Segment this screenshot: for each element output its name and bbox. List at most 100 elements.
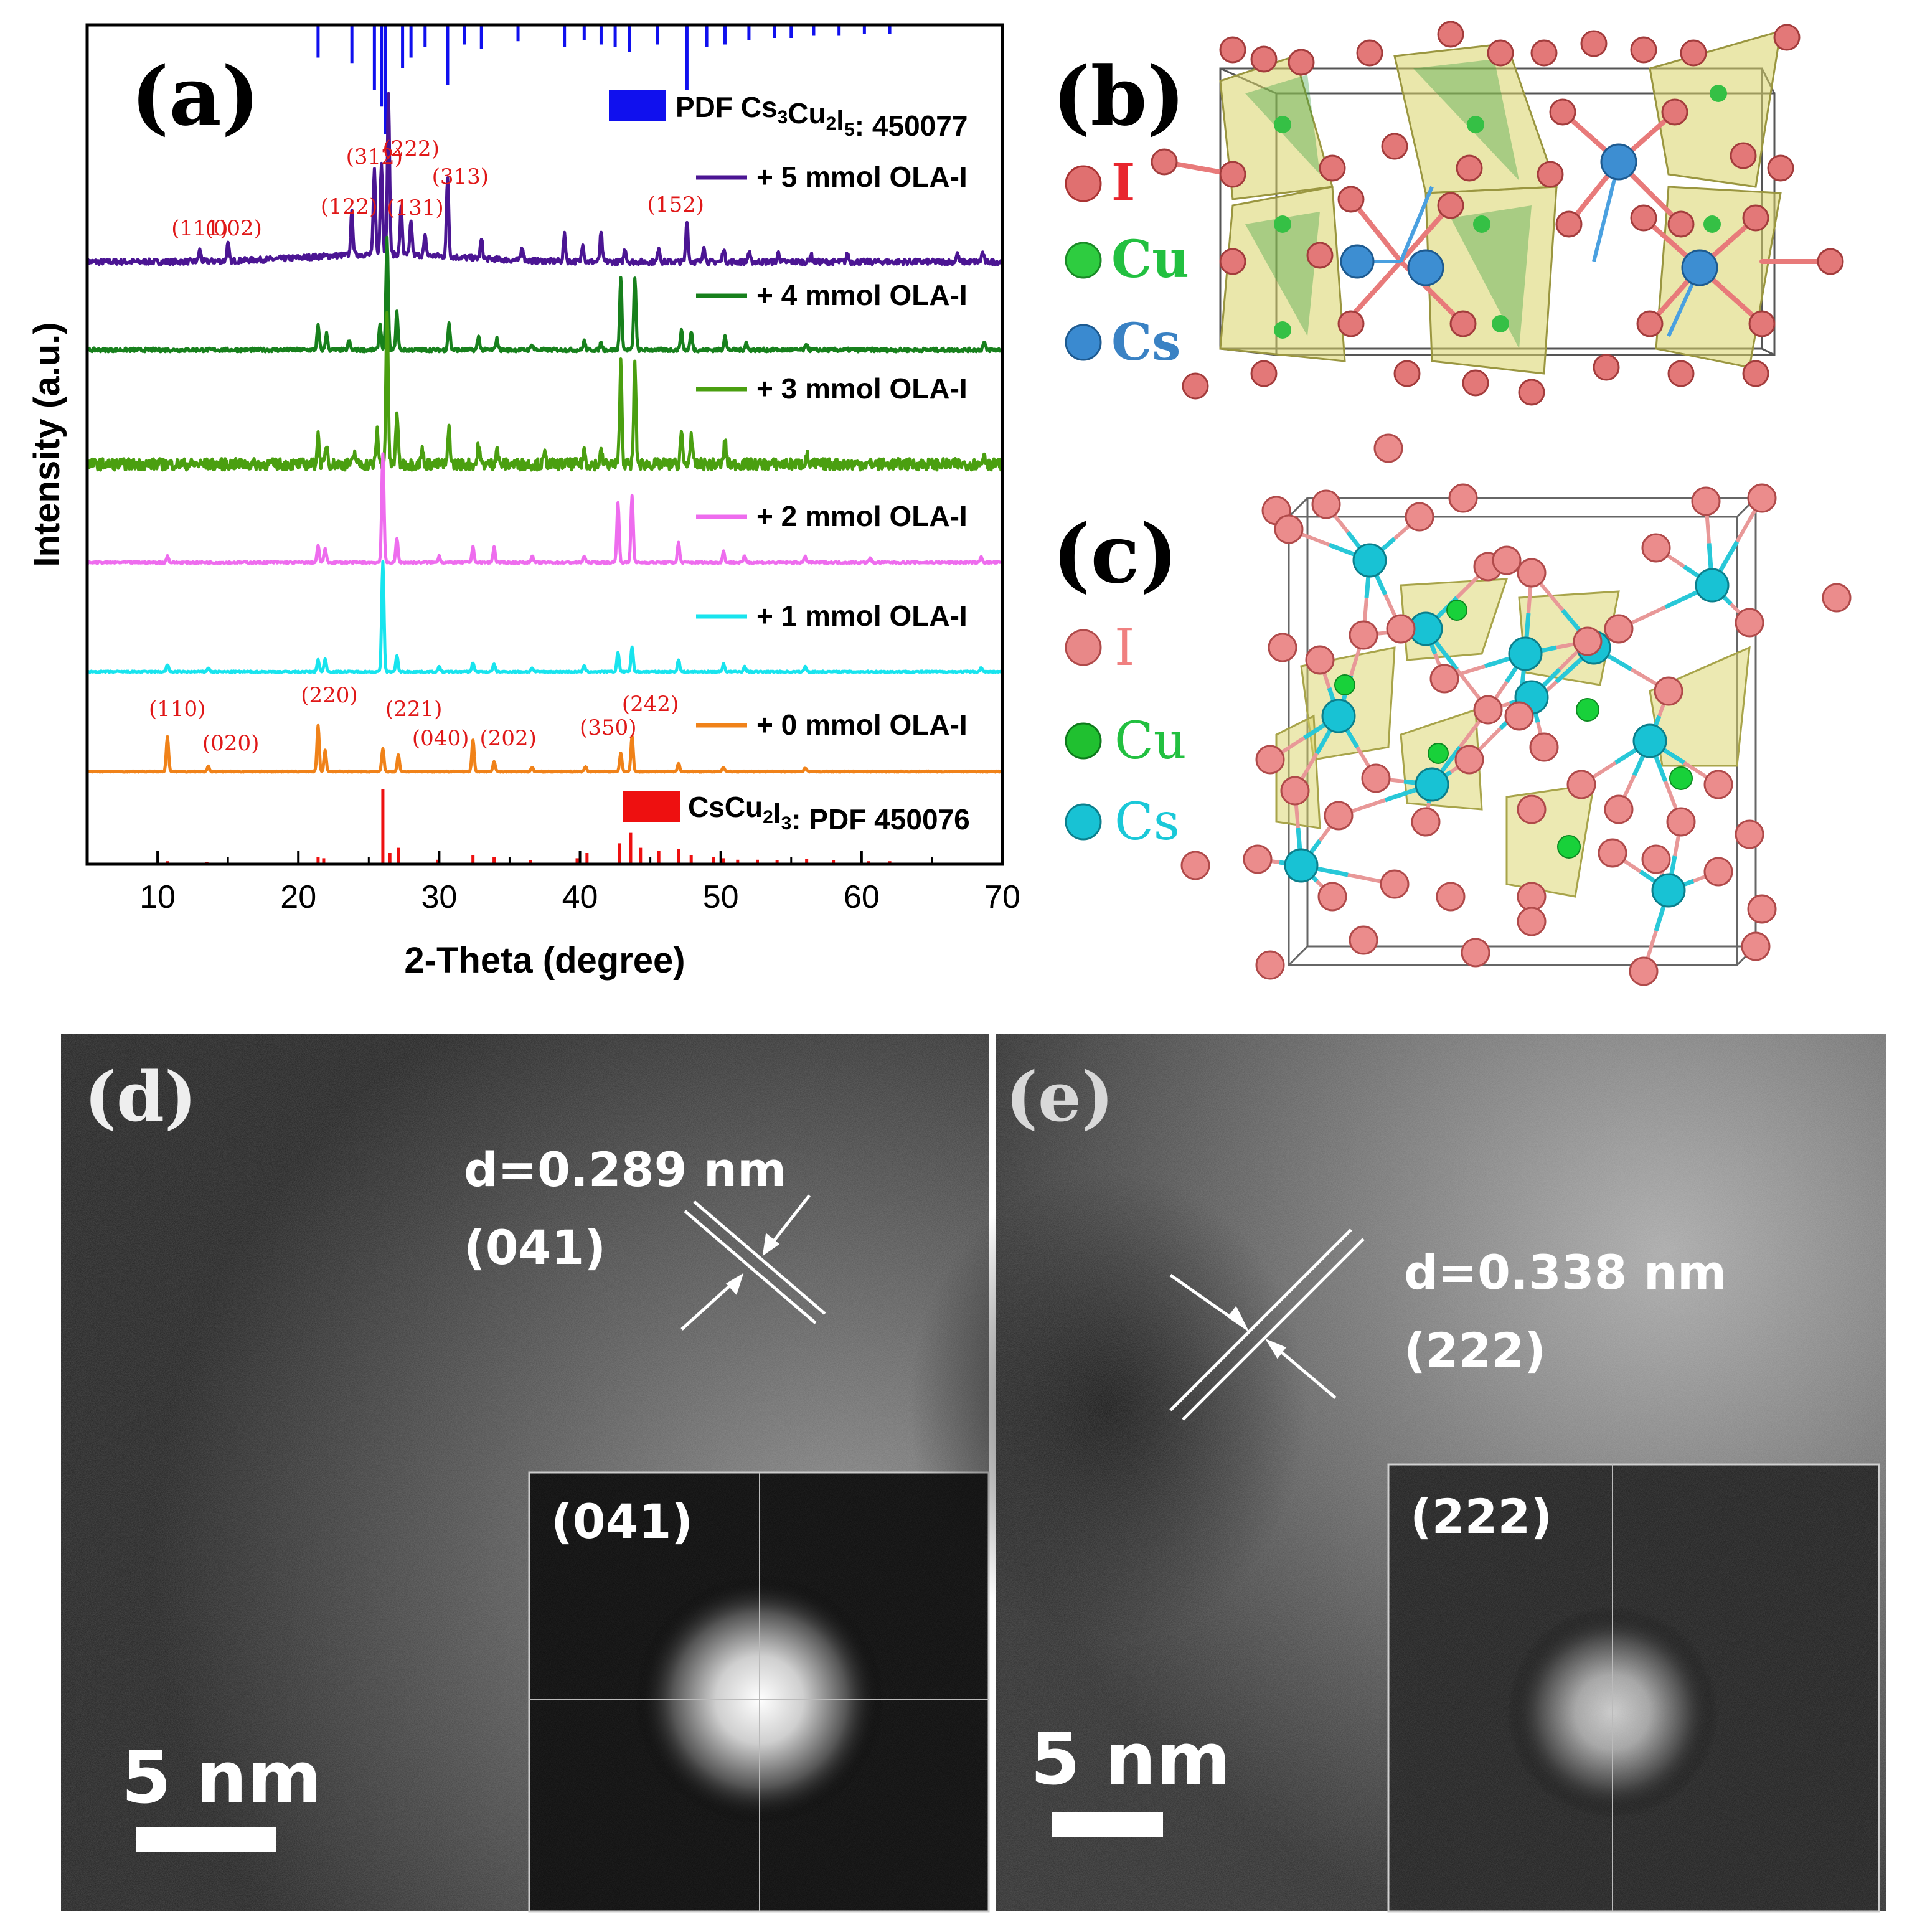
iodine-atom bbox=[1243, 844, 1273, 874]
iodine-atom bbox=[1373, 433, 1403, 463]
x-tick-label: 50 bbox=[703, 879, 739, 915]
iodine-atom bbox=[1380, 869, 1410, 899]
iodine-atom bbox=[1405, 502, 1434, 532]
cesium-atom bbox=[1651, 873, 1686, 908]
iodine-atom bbox=[1436, 882, 1466, 912]
legend-reference-bottom: CsCu2I3: PDF 450076 bbox=[688, 791, 970, 836]
peak-annotation: (313) bbox=[432, 164, 489, 189]
legend-reference-top: PDF Cs3Cu2I5: 450077 bbox=[676, 91, 968, 142]
iodine-atom bbox=[1703, 770, 1733, 799]
x-tick-label: 20 bbox=[280, 879, 316, 915]
peak-annotation: (020) bbox=[202, 731, 259, 756]
plane-label-e: (222) bbox=[1404, 1322, 1546, 1378]
iodine-atom bbox=[1641, 533, 1671, 563]
iodine-atom bbox=[1311, 489, 1341, 519]
iodine-atom bbox=[1691, 486, 1721, 516]
structure-b-legend: I Cu Cs bbox=[1065, 153, 1189, 372]
peak-annotation: (222) bbox=[382, 136, 439, 161]
legend-b-iodine: I bbox=[1111, 153, 1135, 213]
peak-annotation: (350) bbox=[580, 715, 636, 740]
iodine-atom bbox=[1604, 794, 1634, 824]
iodine-atom bbox=[1255, 745, 1285, 775]
xrd-panel: + 5 mmol OLA-I + 4 mmol OLA-I + 3 mmol OLA… bbox=[27, 23, 1020, 981]
xrd-trace bbox=[87, 92, 1002, 266]
panel-label-a: (a) bbox=[131, 49, 260, 144]
cesium-ball-icon bbox=[1065, 803, 1102, 841]
x-tick-label: 70 bbox=[984, 879, 1020, 915]
iodine-atom bbox=[1654, 676, 1683, 706]
peak-annotation: (002) bbox=[205, 216, 261, 241]
xrd-legend: + 5 mmol OLA-I + 4 mmol OLA-I + 3 mmol OLA… bbox=[609, 90, 970, 836]
legend-c-copper: Cu bbox=[1114, 712, 1187, 771]
iodine-ball-icon bbox=[1065, 165, 1102, 202]
tem-panel-e: (e) d=0.338 nm (222) (222) 5 nm bbox=[909, 1034, 1886, 1913]
y-axis-label: Intensity (a.u.) bbox=[27, 322, 67, 567]
iodine-atom bbox=[1274, 514, 1304, 544]
iodine-atom bbox=[1517, 907, 1547, 936]
tem-panel-d: (d) d=0.289 nm (041) (041) 5 nm bbox=[61, 1034, 990, 1913]
structure-b-drawing bbox=[1151, 21, 1844, 406]
plot-frame bbox=[85, 23, 1004, 866]
x-tick-label: 60 bbox=[844, 879, 880, 915]
legend-entry: + 1 mmol OLA-I bbox=[756, 600, 968, 632]
legend-b-cesium: Cs bbox=[1111, 313, 1180, 372]
peak-annotation: (122) bbox=[321, 194, 377, 219]
legend-entry: + 5 mmol OLA-I bbox=[756, 161, 968, 193]
iodine-atom bbox=[1604, 614, 1634, 644]
iodine-atom bbox=[1349, 925, 1378, 955]
iodine-ball-icon bbox=[1065, 629, 1102, 666]
iodine-atom bbox=[1517, 558, 1547, 588]
iodine-atom bbox=[1324, 801, 1354, 831]
peak-annotation: (111) bbox=[171, 216, 228, 241]
iodine-atom bbox=[1349, 620, 1378, 650]
fft-label-e: (222) bbox=[1410, 1489, 1552, 1544]
structure-panel-b: (b) bbox=[1052, 21, 1844, 406]
peak-annotation: (202) bbox=[479, 726, 536, 751]
iodine-atom bbox=[1492, 545, 1522, 575]
panel-label-c: (c) bbox=[1052, 506, 1178, 601]
iodine-atom bbox=[1573, 626, 1603, 656]
plot-area bbox=[87, 25, 1002, 864]
cesium-atom bbox=[1508, 636, 1543, 671]
iodine-atom bbox=[1361, 763, 1391, 793]
iodine-atom bbox=[1566, 770, 1596, 799]
iodine-atom bbox=[1268, 633, 1297, 662]
lattice-fringe-marker-d bbox=[680, 1194, 826, 1331]
iodine-atom bbox=[1448, 483, 1478, 513]
legend-entry: + 2 mmol OLA-I bbox=[756, 500, 968, 532]
reference-top-sticks bbox=[316, 25, 892, 134]
x-tick-label: 30 bbox=[421, 879, 457, 915]
xrd-trace bbox=[87, 560, 1002, 674]
legend-swatch-reference-bottom bbox=[623, 791, 680, 822]
iodine-atom bbox=[1747, 483, 1777, 513]
copper-ball-icon bbox=[1065, 242, 1102, 279]
panel-label-b: (b) bbox=[1052, 49, 1185, 144]
x-tick-label: 10 bbox=[139, 879, 176, 915]
scale-bar-label-e: 5 nm bbox=[1030, 1718, 1231, 1801]
iodine-atom bbox=[1629, 956, 1659, 986]
iodine-atom bbox=[1529, 732, 1559, 762]
iodine-atom bbox=[1703, 857, 1733, 887]
iodine-atom bbox=[1598, 838, 1627, 868]
legend-entry: + 3 mmol OLA-I bbox=[756, 372, 968, 405]
fft-label-d: (041) bbox=[551, 1494, 693, 1549]
iodine-atom bbox=[1411, 807, 1441, 837]
legend-entry: + 4 mmol OLA-I bbox=[756, 279, 968, 311]
xrd-trace bbox=[87, 235, 1002, 354]
peak-annotation: (221) bbox=[385, 697, 442, 722]
peak-annotation: (131) bbox=[387, 196, 443, 220]
panel-label-e: (e) bbox=[1005, 1057, 1114, 1137]
structure-c-legend: I Cu Cs bbox=[1065, 618, 1187, 852]
d-spacing-d: d=0.289 nm bbox=[464, 1142, 786, 1197]
iodine-atom bbox=[1317, 882, 1347, 912]
cesium-atom bbox=[1632, 723, 1667, 758]
lattice-fringe-marker-e bbox=[1169, 1228, 1365, 1421]
structure-c-drawing bbox=[1180, 433, 1852, 986]
scale-bar-e bbox=[1052, 1812, 1163, 1837]
legend-b-copper: Cu bbox=[1111, 230, 1189, 290]
scale-bar-d bbox=[136, 1827, 276, 1852]
iodine-atom bbox=[1280, 776, 1310, 806]
x-axis-label: 2-Theta (degree) bbox=[404, 940, 685, 981]
legend-swatch-reference-top bbox=[609, 90, 666, 121]
